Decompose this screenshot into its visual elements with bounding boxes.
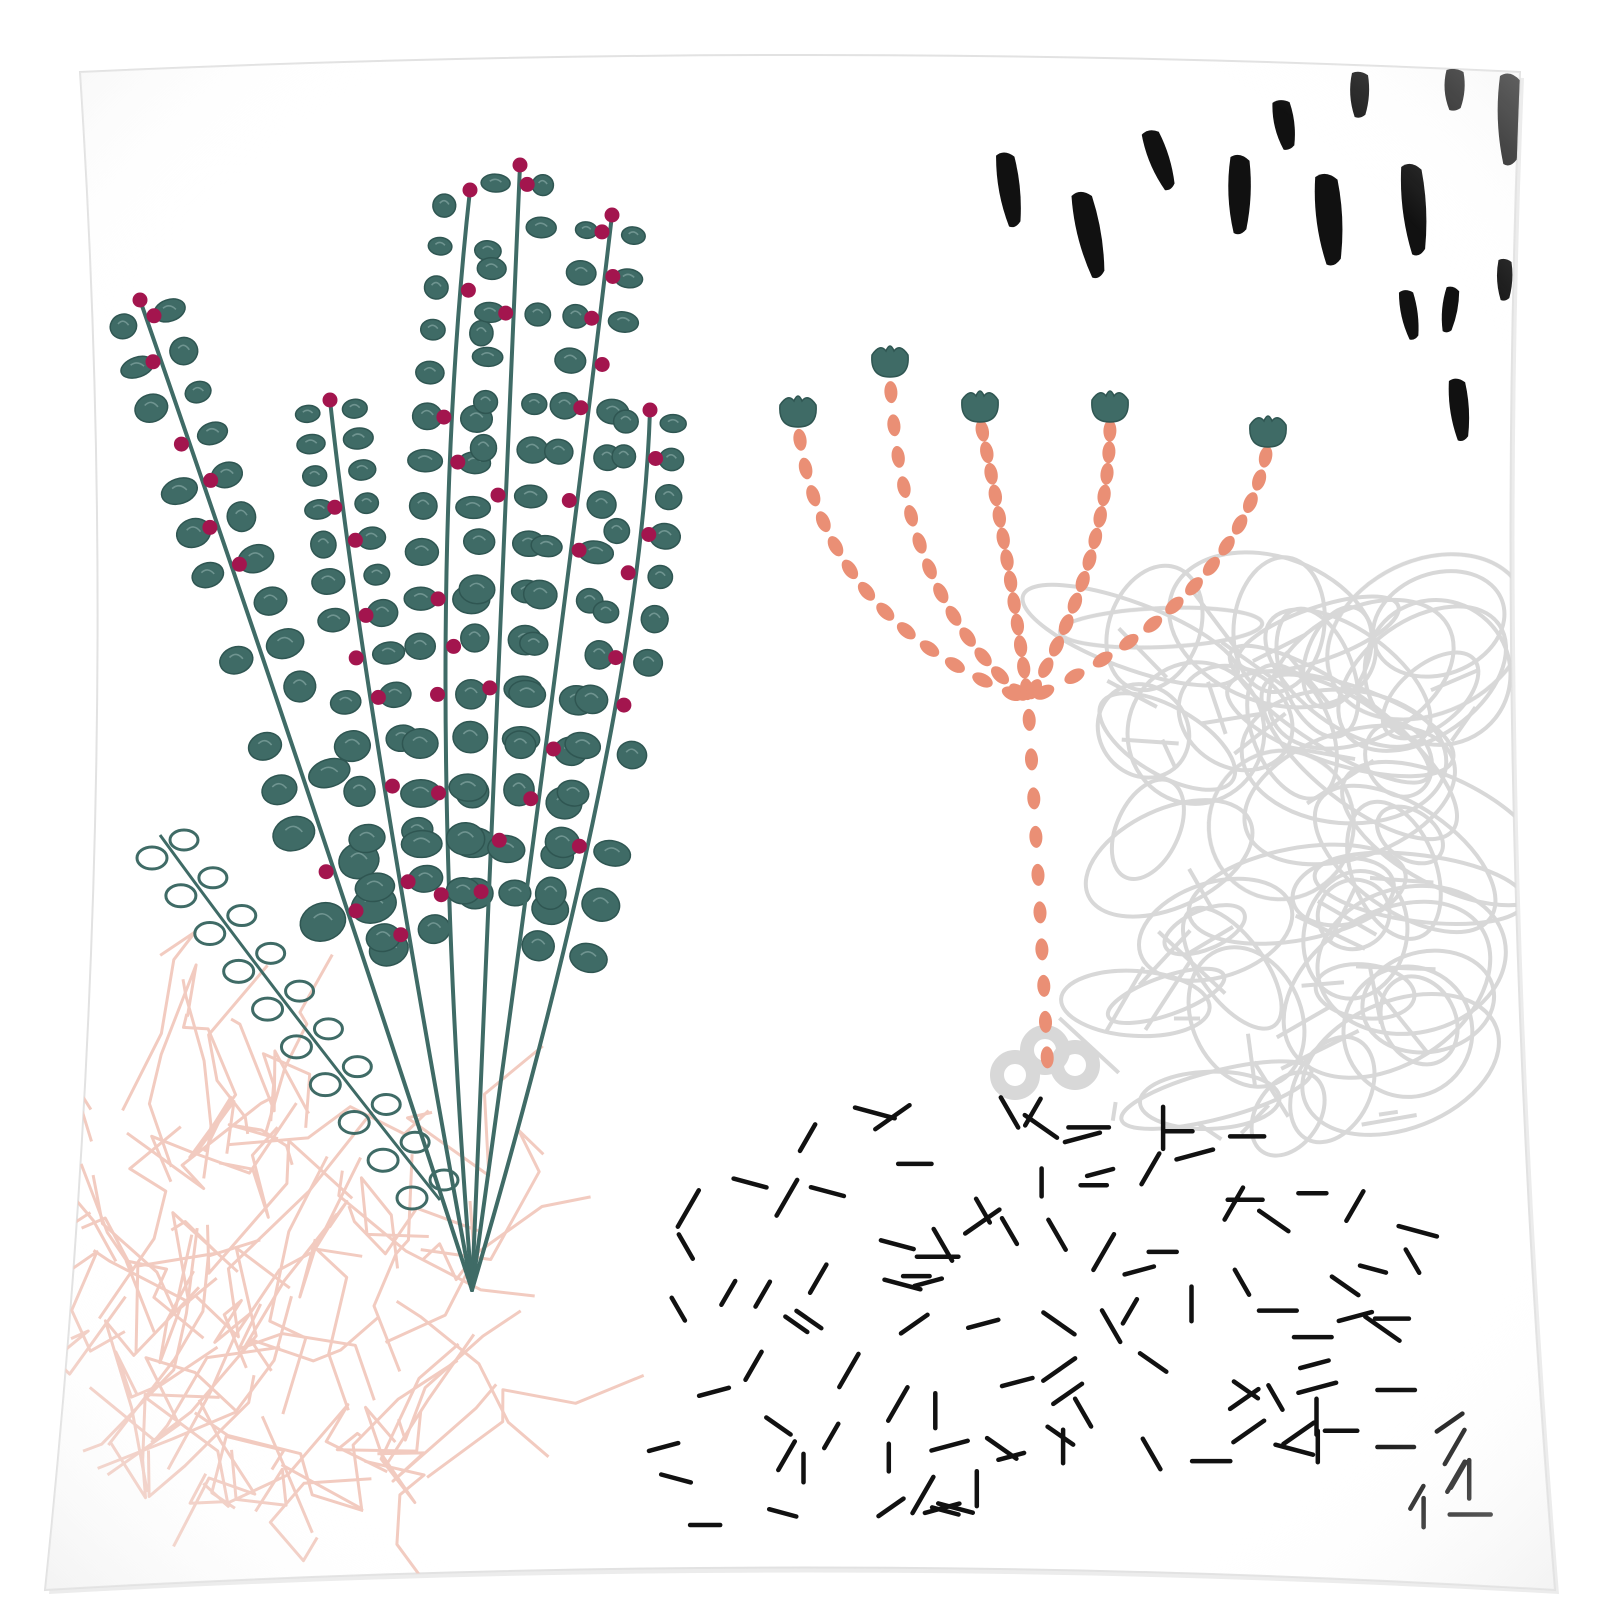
pillow-illustration xyxy=(43,54,1559,1594)
pillow-photo xyxy=(43,54,1559,1594)
